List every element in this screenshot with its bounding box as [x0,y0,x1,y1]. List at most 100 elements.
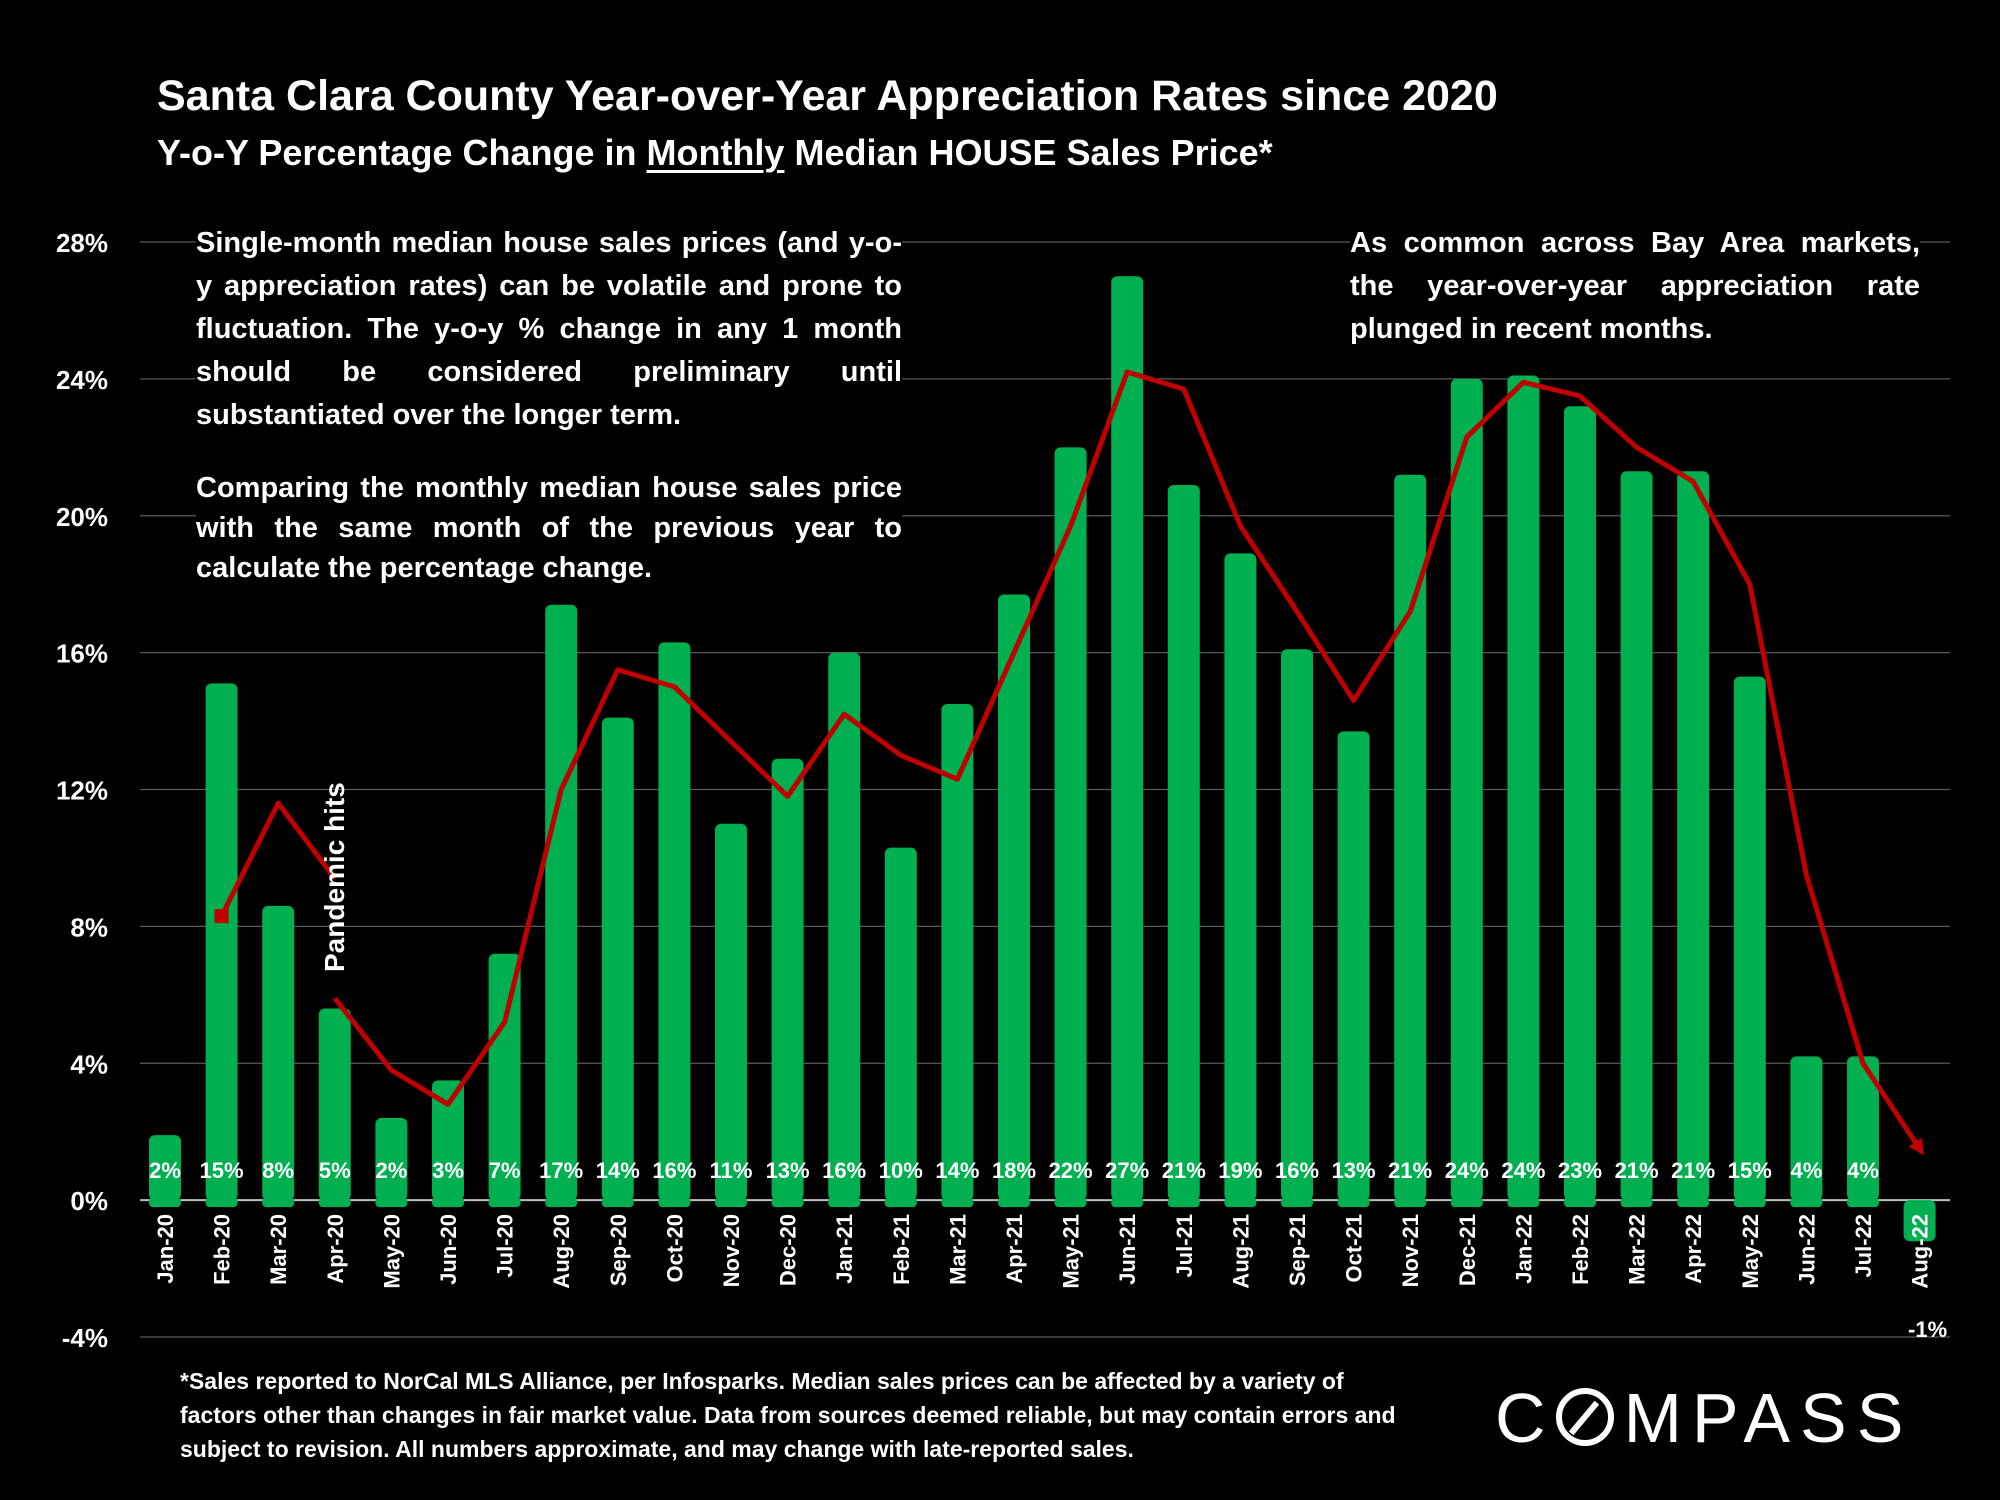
bar [545,604,578,1201]
data-label: 21% [1671,1158,1715,1183]
data-label: 13% [1332,1158,1376,1183]
bar [998,594,1030,1201]
bar-base [205,1197,238,1208]
data-label: 16% [1275,1158,1319,1183]
y-tick-label: 12% [56,776,108,806]
bar [715,823,747,1201]
bar-base [1564,1197,1596,1208]
trend-line [214,369,1925,1156]
data-label: 10% [879,1158,923,1183]
data-label: -1% [1908,1317,1947,1342]
bar-base [545,1197,578,1208]
x-tick-label: Sep-21 [1285,1214,1310,1286]
bar [1394,474,1427,1201]
bar-base [1111,1197,1144,1208]
bar-base [828,1197,861,1208]
data-label: 19% [1218,1158,1262,1183]
bar [1111,276,1144,1201]
chart-subtitle: Y-o-Y Percentage Change in Monthly Media… [157,132,1273,174]
bar-base [1790,1197,1823,1208]
bar [262,905,295,1201]
x-tick-label: Sep-20 [606,1214,631,1286]
x-tick-label: Mar-22 [1625,1214,1650,1285]
bar [1847,1056,1879,1201]
y-tick-label: -4% [62,1323,108,1353]
y-tick-label: 8% [70,912,108,942]
bar [1903,1200,1936,1242]
y-tick-label: 16% [56,639,108,669]
data-label: 21% [1162,1158,1206,1183]
bar-base [1507,1197,1540,1208]
bar-base [884,1197,917,1208]
bar [828,652,861,1201]
x-tick-label: May-21 [1059,1214,1084,1289]
bar-base [941,1197,974,1208]
data-label: 14% [935,1158,979,1183]
trend-segment [219,800,337,918]
method-note: Comparing the monthly median house sales… [196,468,902,588]
bar-base [1337,1197,1370,1208]
bar [1564,406,1596,1201]
bar-base [715,1197,747,1208]
data-label: 22% [1049,1158,1093,1183]
trend-marker [214,909,229,924]
x-tick-label: Aug-20 [549,1214,574,1289]
data-label: 4% [1791,1158,1823,1183]
bar [1224,553,1257,1201]
data-label: 21% [1388,1158,1432,1183]
bar-base [601,1197,634,1208]
bar-base [1620,1197,1653,1208]
x-tick-label: Feb-20 [210,1214,235,1285]
x-tick-label: Nov-20 [719,1214,744,1287]
pandemic-annotation: Pandemic hits [319,782,350,972]
bar-base [1224,1197,1257,1208]
compass-logo: C MPASS [1495,1378,1913,1458]
bar [1733,676,1766,1201]
data-label: 23% [1558,1158,1602,1183]
data-label: 8% [262,1158,294,1183]
volatility-note: Single-month median house sales prices (… [196,222,902,437]
data-label: 16% [652,1158,696,1183]
subtitle-before: Y-o-Y Percentage Change in [157,132,647,173]
data-label: 27% [1105,1158,1149,1183]
data-label: 24% [1445,1158,1489,1183]
x-tick-label: Dec-20 [776,1214,801,1286]
bar [375,1118,408,1201]
x-tick-label: May-22 [1738,1214,1763,1289]
data-label: 18% [992,1158,1036,1183]
subtitle-underlined: Monthly [646,132,785,173]
bar-base [1733,1197,1766,1208]
data-label: 7% [489,1158,521,1183]
data-label: 21% [1615,1158,1659,1183]
data-label: 14% [596,1158,640,1183]
subtitle-after: Median HOUSE Sales Price* [784,132,1273,173]
data-label: 16% [822,1158,866,1183]
x-tick-label: Aug-22 [1908,1214,1933,1289]
bar-base [1394,1197,1427,1208]
logo-prefix: C [1495,1379,1556,1457]
bar [1790,1056,1823,1201]
x-tick-label: Oct-21 [1342,1214,1367,1282]
x-tick-label: Dec-21 [1455,1214,1480,1286]
x-tick-label: Feb-21 [889,1214,914,1285]
bar [149,1135,181,1201]
data-labels: 2% 15% 8% 5% 2% 3% 7% 17% 14% 16% 11% 13% 16% 10% 14% 1… [149,1158,1947,1342]
bar-base [318,1197,351,1208]
bar [318,1008,351,1201]
bar [884,847,917,1201]
x-tick-label: May-20 [379,1214,404,1289]
bar [1054,447,1087,1201]
bar [205,683,238,1201]
bar [1450,378,1483,1201]
y-axis-ticks: -4% 0% 4% 8% 12% 16% 20% 24% 28% [56,228,108,1353]
x-tick-label: Oct-20 [662,1214,687,1282]
logo-suffix: MPASS [1623,1379,1914,1457]
y-tick-label: 0% [70,1186,108,1216]
bar-base [375,1197,408,1208]
trend-segment [332,369,1925,1156]
bar-base [1450,1197,1483,1208]
bar [432,1080,464,1201]
x-tick-label: Jan-22 [1511,1214,1536,1284]
data-label: 13% [766,1158,810,1183]
